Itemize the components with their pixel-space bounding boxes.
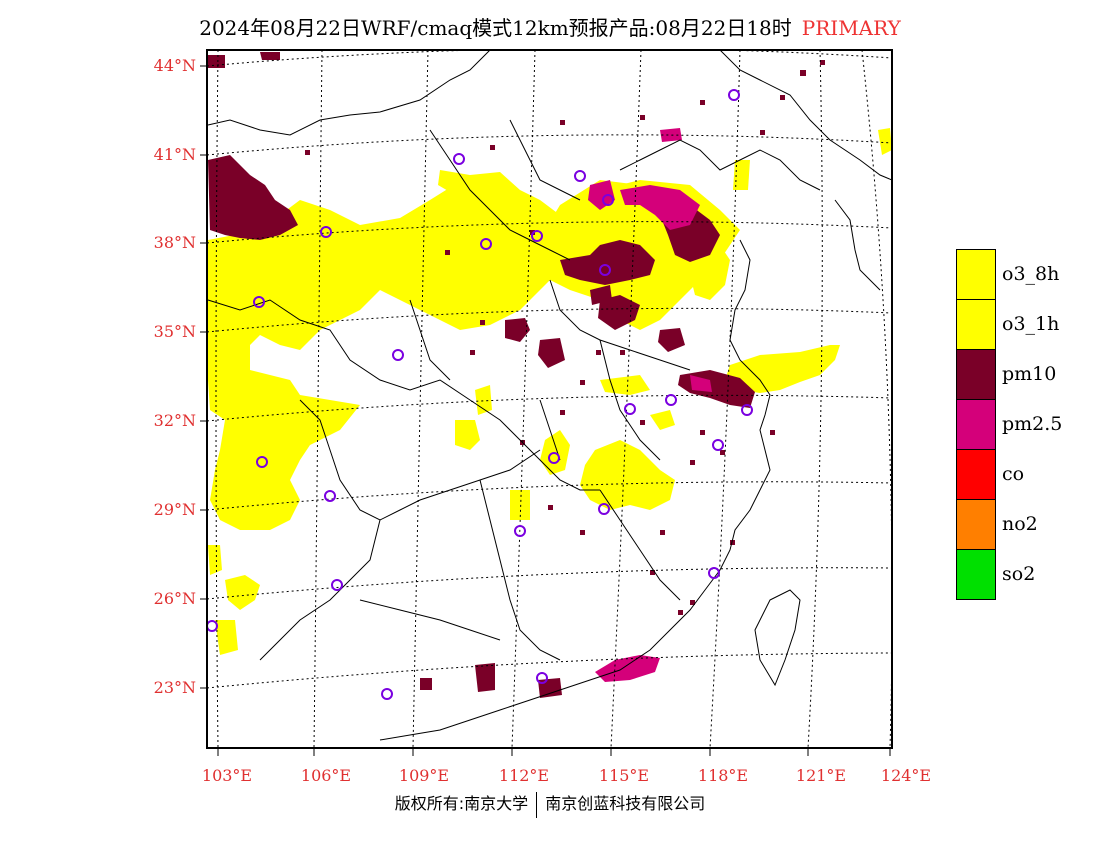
lon-label-106: 106°E bbox=[300, 766, 352, 785]
pm10-specks bbox=[305, 60, 825, 615]
legend-label: so2 bbox=[1002, 563, 1036, 585]
map-title: 2024年08月22日WRF/cmaq模式12km预报产品:08月22日18时 P… bbox=[0, 12, 1100, 41]
lon-label-121: 121°E bbox=[795, 766, 847, 785]
copyright-left: 版权所有:南京大学 bbox=[394, 794, 529, 813]
lat-label-35: 35°N bbox=[153, 322, 196, 341]
title-tag: PRIMARY bbox=[801, 16, 901, 40]
pm25-region bbox=[588, 128, 712, 682]
title-text: 2024年08月22日WRF/cmaq模式12km预报产品:08月22日18时 bbox=[199, 16, 792, 40]
lat-label-29: 29°N bbox=[153, 500, 196, 519]
lon-label-112: 112°E bbox=[498, 766, 550, 785]
copyright-right: 南京创蓝科技有限公司 bbox=[545, 794, 706, 813]
lat-label-26: 26°N bbox=[153, 589, 196, 608]
copyright-footer: 版权所有:南京大学 南京创蓝科技有限公司 bbox=[0, 790, 1100, 818]
legend-swatch bbox=[956, 349, 996, 400]
lat-label-38: 38°N bbox=[153, 233, 196, 252]
legend-swatch bbox=[956, 499, 996, 550]
boundary-lines bbox=[207, 50, 892, 741]
legend-label: no2 bbox=[1002, 513, 1038, 535]
legend-label: pm2.5 bbox=[1002, 413, 1063, 435]
lon-label-109: 109°E bbox=[398, 766, 450, 785]
lon-label-115: 115°E bbox=[598, 766, 650, 785]
station-markers bbox=[207, 89, 753, 700]
footer-divider bbox=[536, 791, 538, 818]
lon-label-124: 124°E bbox=[880, 766, 932, 785]
o3-region bbox=[208, 128, 892, 655]
lon-label-103: 103°E bbox=[201, 766, 253, 785]
map-frame bbox=[206, 49, 893, 749]
legend-swatch bbox=[956, 449, 996, 500]
legend-swatch bbox=[956, 249, 996, 300]
lon-label-118: 118°E bbox=[697, 766, 749, 785]
lat-label-41: 41°N bbox=[153, 145, 196, 164]
legend-swatch bbox=[956, 399, 996, 450]
lat-label-32: 32°N bbox=[153, 411, 196, 430]
lat-label-44: 44°N bbox=[153, 56, 196, 75]
legend-swatch bbox=[956, 549, 996, 600]
legend-swatch bbox=[956, 299, 996, 350]
pm10-region bbox=[208, 52, 755, 698]
lat-label-23: 23°N bbox=[153, 678, 196, 697]
legend-label: o3_8h bbox=[1002, 263, 1060, 285]
axis-ticks bbox=[200, 65, 891, 756]
legend-label: co bbox=[1002, 463, 1025, 485]
legend-label: o3_1h bbox=[1002, 313, 1060, 335]
legend-label: pm10 bbox=[1002, 363, 1057, 385]
